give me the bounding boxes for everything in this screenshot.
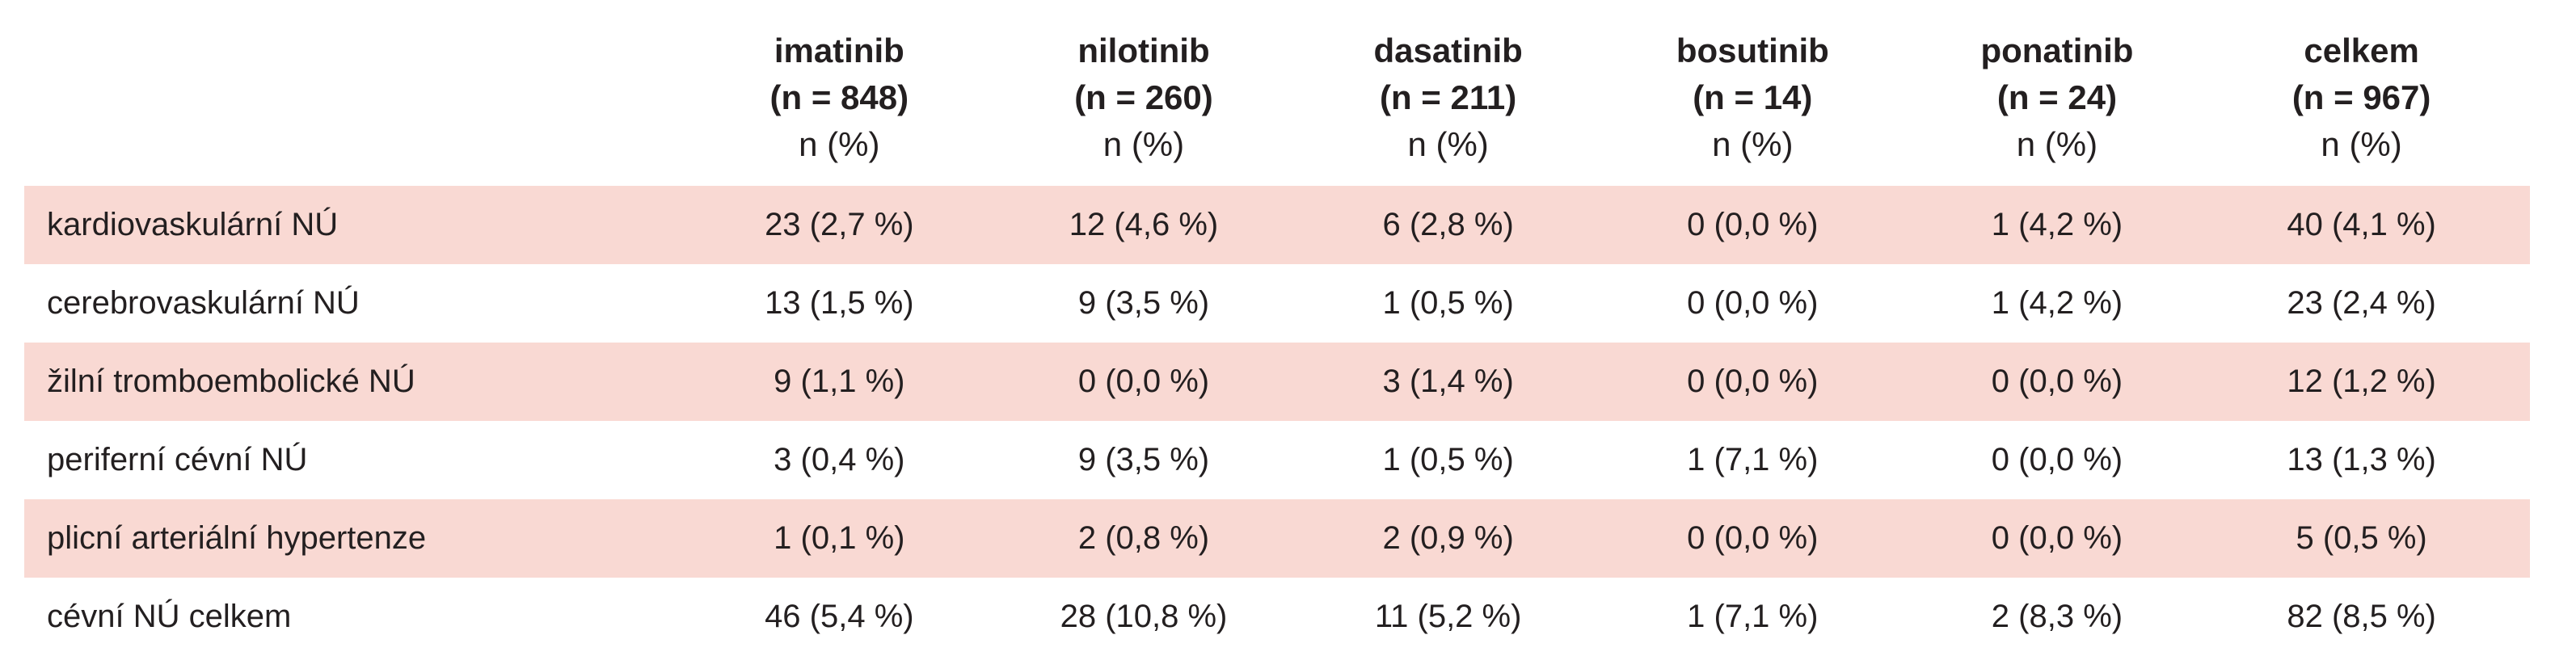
table-cell: 0 (0,0 %) [1687, 285, 1819, 321]
table-cell: 1 (7,1 %) [1687, 599, 1819, 634]
table-cell: 1 (4,2 %) [1991, 285, 2123, 321]
table-cell: 5 (0,5 %) [2296, 520, 2427, 556]
table-cell: 0 (0,0 %) [1077, 364, 1210, 399]
header-col-name: dasatinib [1373, 32, 1523, 69]
header-col-nilotinib: nilotinib (n = 260) n (%) [992, 27, 1296, 168]
table-row: cévní NÚ celkem 46 (5,4 %) 28 (10,8 %) 1… [24, 578, 2530, 656]
row-label: cévní NÚ celkem [47, 599, 292, 634]
header-col-n: (n = 848) [769, 78, 909, 116]
table-cell: 13 (1,3 %) [2287, 442, 2436, 477]
header-col-name: ponatinib [1980, 32, 2134, 69]
header-col-unit: n (%) [1102, 125, 1185, 163]
table-cell: 0 (0,0 %) [1687, 520, 1819, 556]
table-cell: 0 (0,0 %) [1687, 364, 1819, 399]
header-col-unit: n (%) [1712, 125, 1794, 163]
header-col-name: bosutinib [1676, 32, 1829, 69]
header-col-n: (n = 211) [1380, 78, 1517, 116]
table-cell: 1 (0,5 %) [1382, 442, 1514, 477]
table-cell: 40 (4,1 %) [2287, 207, 2436, 242]
table-cell: 2 (0,8 %) [1077, 520, 1210, 556]
table-row: cerebrovaskulární NÚ 13 (1,5 %) 9 (3,5 %… [24, 264, 2530, 343]
table-cell: 0 (0,0 %) [1991, 364, 2123, 399]
table-cell: 2 (0,9 %) [1382, 520, 1514, 556]
table-cell: 3 (0,4 %) [774, 442, 905, 477]
row-label: cerebrovaskulární NÚ [47, 285, 360, 321]
header-col-name: celkem [2304, 32, 2419, 69]
row-label: plicní arteriální hypertenze [47, 520, 427, 556]
header-col-bosutinib: bosutinib (n = 14) n (%) [1600, 27, 1905, 168]
table-cell: 1 (0,1 %) [774, 520, 905, 556]
table-cell: 9 (3,5 %) [1077, 285, 1210, 321]
table-cell: 1 (4,2 %) [1991, 207, 2123, 242]
table-cell: 23 (2,7 %) [765, 207, 914, 242]
table-row: periferní cévní NÚ 3 (0,4 %) 9 (3,5 %) 1… [24, 421, 2530, 499]
header-col-dasatinib: dasatinib (n = 211) n (%) [1296, 27, 1600, 168]
header-col-ponatinib: ponatinib (n = 24) n (%) [1905, 27, 2210, 168]
table-cell: 0 (0,0 %) [1991, 442, 2123, 477]
table-cell: 12 (1,2 %) [2287, 364, 2436, 399]
header-col-n: (n = 967) [2291, 78, 2431, 116]
header-col-unit: n (%) [2321, 125, 2402, 163]
table-row: plicní arteriální hypertenze 1 (0,1 %) 2… [24, 499, 2530, 578]
table-cell: 12 (4,6 %) [1069, 207, 1219, 242]
header-col-unit: n (%) [799, 125, 880, 163]
table-cell: 3 (1,4 %) [1382, 364, 1514, 399]
table-cell: 13 (1,5 %) [765, 285, 914, 321]
header-col-celkem: celkem (n = 967) n (%) [2209, 27, 2514, 168]
header-col-unit: n (%) [1407, 125, 1489, 163]
header-col-imatinib: imatinib (n = 848) n (%) [687, 27, 992, 168]
table-cell: 9 (3,5 %) [1077, 442, 1210, 477]
table-cell: 0 (0,0 %) [1687, 207, 1819, 242]
row-label: kardiovaskulární NÚ [47, 207, 339, 242]
table-cell: 23 (2,4 %) [2287, 285, 2436, 321]
header-col-n: (n = 24) [1996, 78, 2118, 116]
table-row: žilní tromboembolické NÚ 9 (1,1 %) 0 (0,… [24, 343, 2530, 421]
header-col-name: imatinib [774, 32, 904, 69]
table-cell: 0 (0,0 %) [1991, 520, 2123, 556]
header-col-n: (n = 260) [1074, 78, 1213, 116]
header-col-unit: n (%) [2016, 125, 2098, 163]
table-cell: 28 (10,8 %) [1060, 599, 1228, 634]
table-cell: 82 (8,5 %) [2287, 599, 2436, 634]
adverse-events-table: imatinib (n = 848) n (%) nilotinib (n = … [24, 27, 2530, 656]
header-col-name: nilotinib [1077, 32, 1210, 69]
table-cell: 9 (1,1 %) [774, 364, 905, 399]
table-cell: 1 (7,1 %) [1687, 442, 1819, 477]
table-cell: 11 (5,2 %) [1374, 599, 1522, 634]
table-cell: 2 (8,3 %) [1991, 599, 2123, 634]
table-row: kardiovaskulární NÚ 23 (2,7 %) 12 (4,6 %… [24, 186, 2530, 264]
table-header-row: imatinib (n = 848) n (%) nilotinib (n = … [24, 27, 2530, 186]
row-label: periferní cévní NÚ [47, 442, 308, 477]
table-cell: 6 (2,8 %) [1382, 207, 1514, 242]
table-cell: 1 (0,5 %) [1382, 285, 1514, 321]
header-col-n: (n = 14) [1693, 78, 1813, 116]
row-label: žilní tromboembolické NÚ [47, 364, 415, 399]
table-cell: 46 (5,4 %) [765, 599, 914, 634]
